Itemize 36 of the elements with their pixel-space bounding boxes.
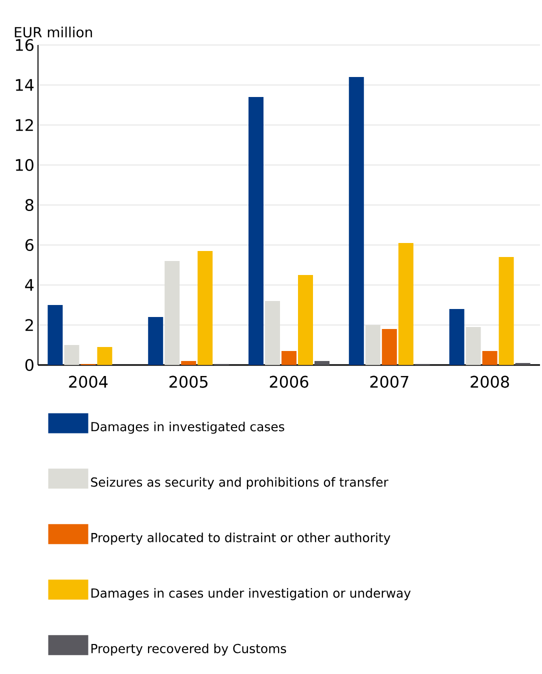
y-tick-label: 14 xyxy=(16,79,34,91)
y-tick-label: 0 xyxy=(25,358,34,372)
bar xyxy=(198,251,213,365)
bar xyxy=(348,76,364,365)
bar xyxy=(181,361,196,365)
legend-label: Damages in investigated cases xyxy=(91,422,284,434)
legend-label: Property recovered by Customs xyxy=(91,644,286,656)
bar xyxy=(382,329,397,365)
bar xyxy=(97,347,112,365)
y-tick-label: 16 xyxy=(16,38,34,52)
bar xyxy=(64,345,80,365)
bar xyxy=(282,351,296,365)
y-tick-label: 2 xyxy=(26,319,33,331)
bar xyxy=(148,317,164,365)
bar xyxy=(298,275,313,365)
bar xyxy=(449,309,464,365)
legend-label: Property allocated to distraint or other authority xyxy=(91,532,390,545)
y-tick-label: 8 xyxy=(25,198,34,212)
bar xyxy=(248,96,264,365)
x-tick-label: 2004 xyxy=(69,376,108,388)
legend-label: Damages in cases under investigation or underway xyxy=(91,588,411,600)
x-tick-label: 2006 xyxy=(270,376,308,388)
bar xyxy=(498,257,514,365)
x-tick-label: 2005 xyxy=(169,376,208,388)
y-tick-label: 6 xyxy=(25,238,34,252)
x-tick-label: 2007 xyxy=(370,376,408,388)
bar xyxy=(482,351,498,365)
bar xyxy=(398,243,414,365)
legend-label: Seizures as security and prohibitions of transfer xyxy=(91,477,388,490)
x-tick-label: 2008 xyxy=(470,376,509,388)
y-tick-label: 12 xyxy=(16,119,33,131)
y-axis-title: EUR million xyxy=(14,26,92,38)
y-tick-label: 10 xyxy=(16,158,34,172)
bar xyxy=(314,361,330,365)
bar xyxy=(48,305,63,365)
y-tick-label: 4 xyxy=(25,279,34,291)
